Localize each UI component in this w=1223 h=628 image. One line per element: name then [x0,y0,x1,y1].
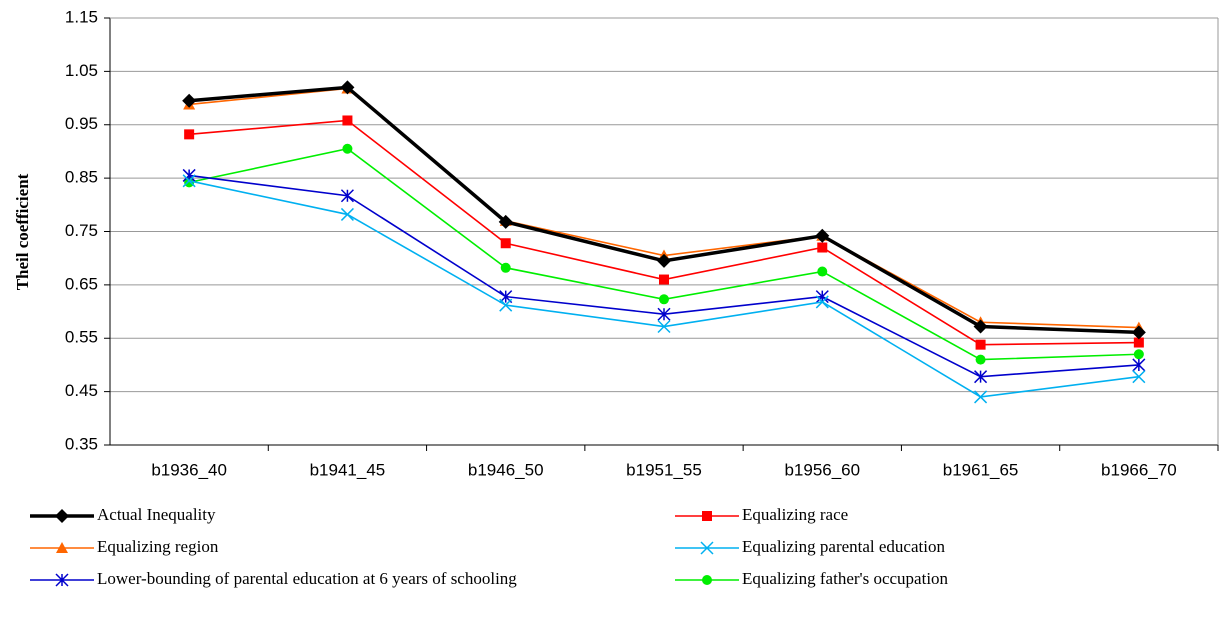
marker [500,262,511,273]
marker [182,174,196,188]
legend-label: Equalizing parental education [742,537,945,556]
marker [657,319,671,334]
legend-label: Equalizing race [742,505,848,524]
legend-label: Actual Inequality [97,505,216,524]
x-tick-label: b1946_50 [468,460,544,479]
legend-label: Lower-bounding of parental education at … [97,569,517,588]
marker [184,177,195,188]
marker [182,93,197,108]
marker [815,228,830,243]
marker [340,207,354,221]
y-tick-label: 0.35 [65,434,98,453]
marker [657,307,671,321]
y-tick-label: 0.55 [65,328,98,347]
marker [702,575,712,585]
marker [974,390,988,404]
x-tick-label: b1961_65 [943,460,1019,479]
marker [55,573,69,587]
marker [1132,370,1146,384]
legend-label: Equalizing region [97,537,219,556]
marker [973,319,988,334]
y-tick-label: 1.05 [65,61,98,80]
marker [659,274,669,285]
marker [817,266,828,277]
marker [702,511,712,521]
x-tick-label: b1941_45 [310,460,386,479]
x-tick-label: b1951_55 [626,460,702,479]
y-tick-label: 1.15 [65,7,98,26]
marker [659,294,669,305]
y-tick-label: 0.45 [65,381,98,400]
marker [500,238,511,249]
y-tick-label: 0.65 [65,274,98,293]
marker [817,242,828,253]
marker [815,295,829,309]
marker [1132,358,1146,372]
marker [55,509,69,523]
marker [700,541,714,555]
marker [974,370,988,384]
marker [657,253,671,268]
y-tick-label: 0.75 [65,221,98,240]
x-tick-label: b1936_40 [151,460,227,479]
x-tick-label: b1956_60 [784,460,860,479]
legend-label: Equalizing father's occupation [742,569,949,588]
y-axis-title: Theil coefficient [13,173,32,290]
y-tick-label: 0.95 [65,114,98,133]
marker [342,143,353,154]
marker [342,115,353,126]
marker [1133,349,1144,360]
y-tick-label: 0.85 [65,168,98,187]
marker [340,189,354,203]
marker [56,542,68,553]
marker [498,214,513,229]
marker [975,354,986,365]
marker [1131,325,1146,340]
marker [815,290,829,304]
marker [184,129,195,140]
marker [499,298,513,312]
marker [340,80,355,95]
x-tick-label: b1966_70 [1101,460,1177,479]
marker [1133,337,1144,348]
series-line [188,180,1139,398]
marker [975,339,986,350]
marker [182,168,196,182]
